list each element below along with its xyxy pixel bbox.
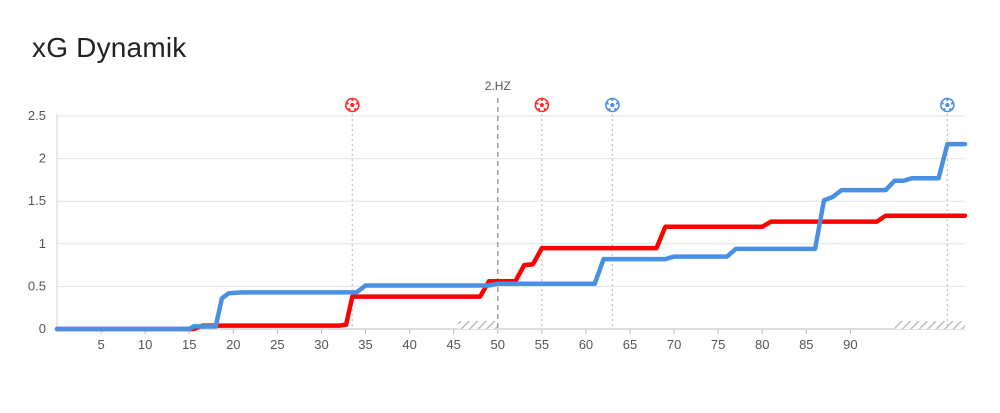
x-tick-label: 45 <box>446 337 460 352</box>
y-tick-label: 2 <box>39 151 46 166</box>
grid <box>56 114 965 334</box>
x-tick-label: 75 <box>711 337 725 352</box>
extra-time-hatch <box>458 321 965 329</box>
chart-title: xG Dynamik <box>32 32 187 63</box>
x-tick-label: 85 <box>799 337 813 352</box>
x-tick-label: 50 <box>491 337 505 352</box>
series-line-red <box>54 213 968 332</box>
x-tick-label: 30 <box>314 337 328 352</box>
x-tick-label: 5 <box>97 337 104 352</box>
ball-icon <box>940 97 955 113</box>
axis-labels: 0 0.5 1 1.5 2 2.5 5 10 15 20 25 30 35 40 45 50 55 60 65 70 7… <box>28 79 858 352</box>
x-tick-label: 20 <box>226 337 240 352</box>
y-tick-label: 2.5 <box>28 108 46 123</box>
y-tick-label: 0 <box>39 321 46 336</box>
x-tick-label: 55 <box>535 337 549 352</box>
x-tick-label: 80 <box>755 337 769 352</box>
ball-icon <box>534 97 550 113</box>
x-tick-label: 60 <box>579 337 593 352</box>
extra-time-area <box>894 321 965 329</box>
goal-markers <box>345 97 955 113</box>
halftime-label: 2.HZ <box>485 79 511 93</box>
ball-icon <box>605 97 620 113</box>
series-line-blue <box>54 141 968 332</box>
ball-icon <box>345 97 360 113</box>
x-tick-label: 25 <box>270 337 284 352</box>
x-tick-label: 65 <box>623 337 637 352</box>
x-tick-label: 15 <box>182 337 196 352</box>
y-tick-label: 0.5 <box>28 278 46 293</box>
y-tick-label: 1.5 <box>28 193 46 208</box>
x-tick-label: 70 <box>667 337 681 352</box>
y-tick-label: 1 <box>39 236 46 251</box>
x-tick-label: 40 <box>402 337 416 352</box>
x-tick-label: 10 <box>138 337 152 352</box>
x-tick-label: 90 <box>843 337 857 352</box>
extra-time-area <box>458 321 498 329</box>
series-lines <box>54 141 968 332</box>
x-tick-label: 35 <box>358 337 372 352</box>
